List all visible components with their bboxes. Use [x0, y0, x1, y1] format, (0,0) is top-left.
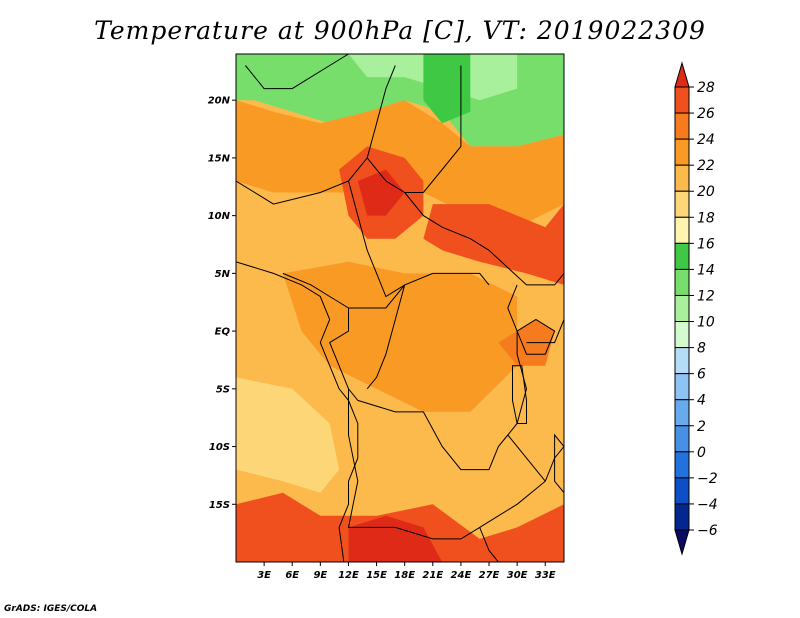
colorbar-swatch [674, 373, 690, 401]
colorbar-swatch [674, 425, 690, 453]
colorbar-swatch [674, 294, 690, 323]
lon-tick-label: 18E [394, 570, 415, 581]
colorbar-swatch [674, 242, 690, 270]
colorbar-label: 4 [697, 393, 706, 409]
country-border [479, 527, 499, 562]
country-border [282, 272, 359, 401]
colorbar-label: 8 [697, 341, 706, 357]
field-east-hot [423, 204, 564, 285]
colorbar-swatch [674, 164, 690, 192]
country-border [348, 180, 490, 298]
longitude-axis: 3E 6E 9E 12E 15E 18E 21E 24E 27E 30E 33E [257, 562, 556, 581]
colorbar-label: 26 [697, 106, 715, 122]
colorbar-swatch [674, 138, 690, 166]
colorbar-label: 20 [697, 184, 715, 200]
field-center-warm [282, 261, 518, 412]
colorbar-label: 10 [697, 315, 715, 331]
colorbar-label: 0 [697, 445, 706, 461]
lat-tick-label: 5N [215, 269, 231, 280]
temperature-field [236, 54, 564, 562]
colorbar-label: 12 [697, 288, 715, 304]
colorbar-top-extension [674, 61, 690, 88]
country-border [507, 434, 546, 482]
country-borders [236, 54, 564, 562]
colorbar-swatch [674, 399, 690, 427]
lon-tick-label: 15E [366, 570, 387, 581]
lon-tick-label: 33E [535, 570, 556, 581]
colorbar-label: −4 [697, 497, 718, 513]
colorbar-label: 14 [697, 262, 715, 278]
map-frame [235, 53, 565, 563]
lat-tick-label: 10S [209, 442, 230, 453]
lon-tick-label: 3E [257, 570, 271, 581]
colorbar-swatch [674, 321, 690, 349]
colorbar-swatch [674, 477, 690, 505]
lon-tick-label: 9E [313, 570, 327, 581]
field-southwest-light [236, 377, 340, 493]
colorbar-swatch [674, 112, 690, 140]
lake-outline [516, 318, 556, 355]
coastline [236, 261, 359, 562]
latitude-axis: 20N 15N 10N 5N EQ 5S 10S 15S [208, 96, 236, 511]
country-border [245, 54, 349, 90]
country-border [236, 65, 396, 205]
colorbar-label: −6 [697, 523, 718, 539]
lat-tick-label: EQ [215, 327, 231, 338]
country-border [404, 192, 564, 286]
lat-tick-label: 15S [209, 500, 230, 511]
colorbar-bottom-extension [674, 529, 690, 556]
colorbar-label: 2 [697, 419, 706, 435]
lake-outline [554, 433, 564, 494]
colorbar-swatch [674, 451, 690, 479]
country-border [526, 319, 564, 344]
lat-tick-label: 15N [208, 153, 231, 164]
lon-tick-label: 12E [338, 570, 359, 581]
lake-outline [512, 365, 527, 424]
lat-tick-label: 20N [208, 96, 231, 107]
colorbar-swatch [674, 190, 690, 218]
country-border [348, 284, 406, 390]
colorbar-label: 22 [697, 158, 715, 174]
colorbar-swatch [674, 268, 690, 296]
country-border [366, 65, 462, 193]
colorbar-label: 18 [697, 210, 715, 226]
lon-tick-label: 27E [479, 570, 500, 581]
lat-tick-label: 5S [216, 384, 230, 395]
colorbar-swatch [674, 216, 690, 244]
chart-title: Temperature at 900hPa [C], VT: 201902230… [94, 16, 706, 45]
lon-tick-label: 6E [285, 570, 299, 581]
field-northeast-dark-green [423, 54, 471, 124]
lat-tick-label: 10N [208, 211, 231, 222]
colorbar-label: 24 [697, 132, 715, 148]
lon-tick-label: 30E [507, 570, 528, 581]
lon-tick-label: 24E [451, 570, 472, 581]
colorbar-label: 28 [697, 80, 715, 96]
colorbar-swatch [674, 86, 690, 114]
colorbar-label: 16 [697, 236, 715, 252]
colorbar-label: −2 [697, 471, 718, 487]
country-border [357, 399, 509, 471]
field-chad-red-core [357, 169, 405, 216]
country-border [347, 388, 499, 540]
footer-credit: GrADS: IGES/COLA [4, 604, 98, 614]
colorbar-swatch [674, 503, 690, 531]
colorbar-label: 6 [697, 367, 706, 383]
lon-tick-label: 21E [422, 570, 443, 581]
colorbar-swatch [674, 347, 690, 375]
